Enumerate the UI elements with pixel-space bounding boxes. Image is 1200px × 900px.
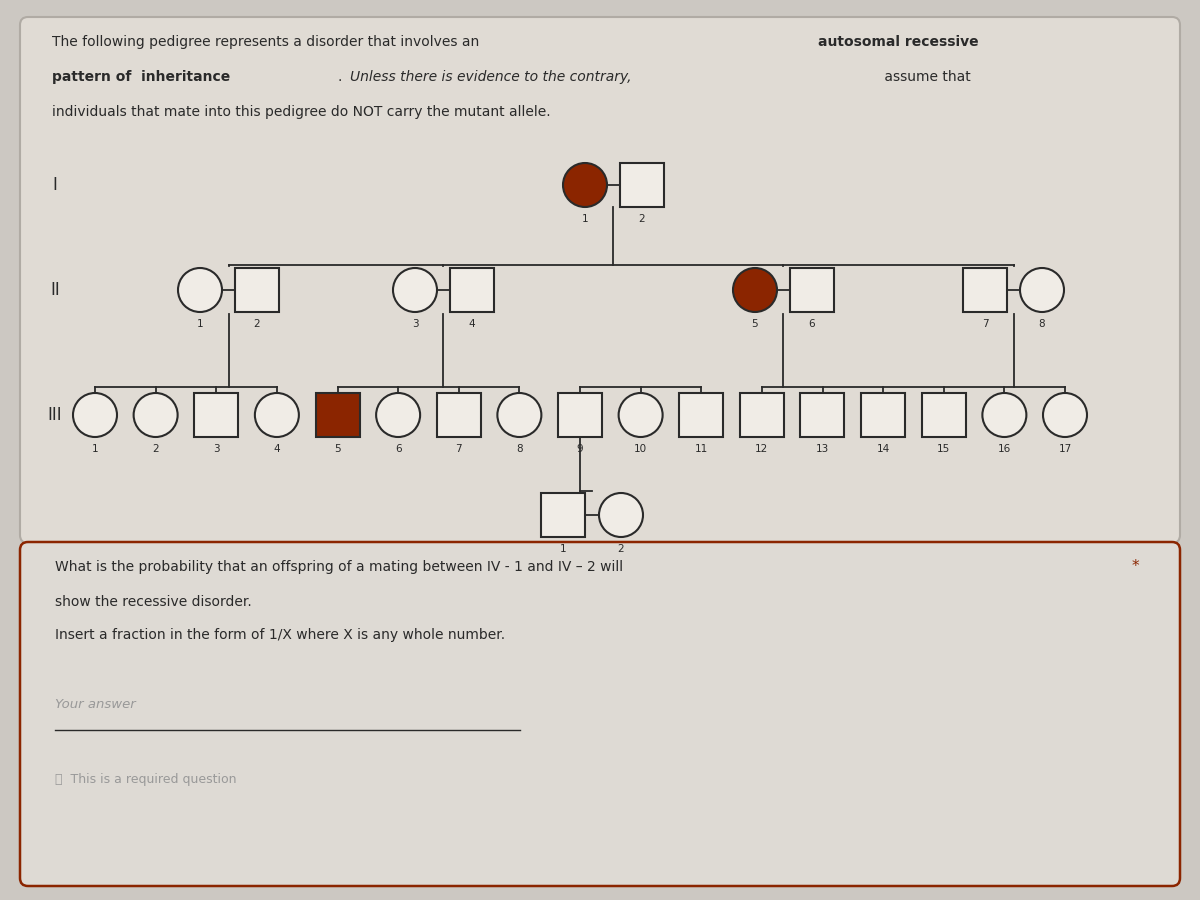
Text: 11: 11: [695, 444, 708, 454]
Text: The following pedigree represents a disorder that involves an: The following pedigree represents a diso…: [52, 35, 484, 49]
Text: 7: 7: [982, 319, 989, 329]
Text: I: I: [53, 176, 58, 194]
Text: .: .: [338, 70, 347, 84]
Text: 1: 1: [559, 544, 566, 554]
Text: ⓘ  This is a required question: ⓘ This is a required question: [55, 773, 236, 787]
Circle shape: [983, 393, 1026, 437]
Text: 5: 5: [334, 444, 341, 454]
Circle shape: [1043, 393, 1087, 437]
FancyBboxPatch shape: [20, 542, 1180, 886]
Bar: [194, 393, 239, 437]
Text: 5: 5: [751, 319, 758, 329]
Text: 15: 15: [937, 444, 950, 454]
Text: 16: 16: [997, 444, 1012, 454]
Circle shape: [73, 393, 118, 437]
Circle shape: [599, 493, 643, 537]
Circle shape: [178, 268, 222, 312]
Bar: [740, 393, 784, 437]
Circle shape: [619, 393, 662, 437]
Bar: [922, 393, 966, 437]
Circle shape: [1020, 268, 1064, 312]
Bar: [790, 268, 834, 312]
Text: 6: 6: [395, 444, 402, 454]
Text: Unless there is evidence to the contrary,: Unless there is evidence to the contrary…: [350, 70, 631, 84]
Text: autosomal recessive: autosomal recessive: [818, 35, 979, 49]
Circle shape: [394, 268, 437, 312]
Text: 10: 10: [634, 444, 647, 454]
Text: show the recessive disorder.: show the recessive disorder.: [55, 595, 252, 609]
Text: 1: 1: [91, 444, 98, 454]
Circle shape: [497, 393, 541, 437]
Circle shape: [733, 268, 778, 312]
Text: 14: 14: [876, 444, 889, 454]
Bar: [541, 493, 586, 537]
Text: assume that: assume that: [880, 70, 971, 84]
Text: 4: 4: [469, 319, 475, 329]
Bar: [862, 393, 905, 437]
Text: 9: 9: [577, 444, 583, 454]
Bar: [800, 393, 845, 437]
Text: 3: 3: [412, 319, 419, 329]
FancyBboxPatch shape: [20, 17, 1180, 543]
Text: 2: 2: [152, 444, 158, 454]
Bar: [962, 268, 1007, 312]
Circle shape: [133, 393, 178, 437]
Text: Your answer: Your answer: [55, 698, 136, 712]
Text: 6: 6: [809, 319, 815, 329]
Text: individuals that mate into this pedigree do NOT carry the mutant allele.: individuals that mate into this pedigree…: [52, 105, 551, 119]
Circle shape: [254, 393, 299, 437]
Text: 13: 13: [816, 444, 829, 454]
Text: *: *: [1132, 560, 1140, 574]
Text: III: III: [48, 406, 62, 424]
Circle shape: [376, 393, 420, 437]
Text: 7: 7: [456, 444, 462, 454]
Text: 12: 12: [755, 444, 768, 454]
Text: Insert a fraction in the form of 1/X where X is any whole number.: Insert a fraction in the form of 1/X whe…: [55, 628, 505, 642]
Bar: [679, 393, 724, 437]
Text: II: II: [50, 281, 60, 299]
Text: 4: 4: [274, 444, 280, 454]
Text: 1: 1: [197, 319, 203, 329]
Text: 2: 2: [618, 544, 624, 554]
Text: 8: 8: [516, 444, 523, 454]
Circle shape: [563, 163, 607, 207]
Bar: [437, 393, 481, 437]
Bar: [235, 268, 278, 312]
Text: 8: 8: [1039, 319, 1045, 329]
Bar: [558, 393, 602, 437]
Text: pattern of  inheritance: pattern of inheritance: [52, 70, 230, 84]
Text: 3: 3: [212, 444, 220, 454]
Text: What is the probability that an offspring of a mating between IV - 1 and IV – 2 : What is the probability that an offsprin…: [55, 560, 623, 574]
Text: 17: 17: [1058, 444, 1072, 454]
Bar: [316, 393, 360, 437]
Text: 2: 2: [638, 214, 646, 224]
Bar: [620, 163, 664, 207]
Text: 2: 2: [253, 319, 260, 329]
Text: 1: 1: [582, 214, 588, 224]
Bar: [450, 268, 494, 312]
